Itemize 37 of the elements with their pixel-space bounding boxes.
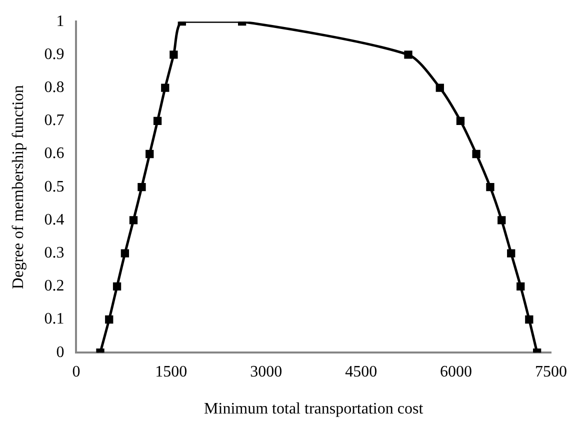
point	[436, 84, 444, 92]
point	[486, 183, 494, 192]
y-tick-label: 0.5	[44, 178, 64, 196]
point	[105, 315, 114, 324]
x-axis-title: Minimum total transportation cost	[204, 400, 424, 418]
y-tick-label: 0.1	[44, 310, 64, 328]
y-tick-label: 0.8	[44, 79, 64, 96]
x-tick-label: 3000	[250, 363, 282, 380]
y-tick-label: 0.6	[44, 145, 64, 162]
point	[498, 216, 506, 224]
point	[507, 249, 516, 258]
x-tick-label: 0	[72, 363, 80, 380]
y-axis-title: Degree of membership function	[10, 85, 27, 290]
x-tick-label: 7500	[535, 363, 567, 380]
y-tick-label: 0	[56, 344, 64, 361]
point	[170, 50, 178, 59]
y-tick-label: 0.4	[44, 211, 64, 228]
y-tick-label: 0.9	[44, 46, 64, 63]
x-tick-label: 6000	[440, 363, 472, 380]
point	[146, 150, 154, 158]
point	[120, 249, 130, 258]
y-tick-label: 0.7	[44, 112, 64, 130]
point	[456, 116, 465, 125]
x-tick-label: 4500	[345, 363, 378, 380]
y-tick-label: 1	[56, 12, 64, 30]
x-tick-label: 1500	[155, 363, 188, 380]
point	[516, 282, 525, 290]
point	[112, 282, 122, 290]
point	[161, 84, 170, 92]
point	[525, 315, 534, 324]
point	[138, 183, 146, 192]
point	[129, 216, 138, 224]
y-tick-label: 0.3	[44, 244, 64, 262]
y-tick-label: 0.2	[44, 278, 64, 295]
point	[404, 50, 412, 59]
point	[153, 116, 162, 125]
point	[472, 150, 480, 158]
